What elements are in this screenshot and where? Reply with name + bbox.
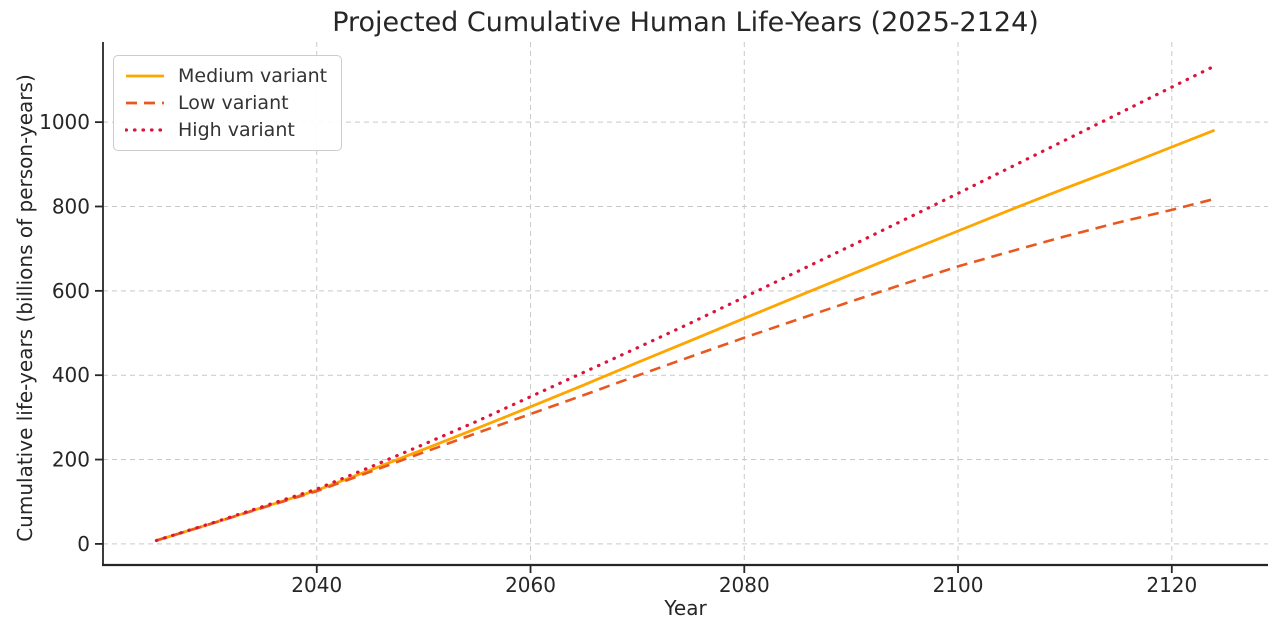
legend-entry-low-variant: Low variant [125, 92, 327, 114]
x-axis-label: Year [664, 596, 707, 620]
x-tick-label-2120: 2120 [1146, 573, 1197, 597]
legend-label: High variant [178, 119, 295, 141]
x-tick-label-2080: 2080 [719, 573, 770, 597]
legend-label: Low variant [178, 92, 289, 114]
x-tick-label-2100: 2100 [933, 573, 984, 597]
series-medium-variant [155, 128, 1216, 542]
y-tick-label-200: 200 [52, 448, 90, 472]
x-tick-label-2040: 2040 [291, 573, 342, 597]
chart-title: Projected Cumulative Human Life-Years (2… [332, 7, 1039, 38]
legend-label: Medium variant [178, 65, 328, 87]
legend-line-sample-icon [125, 128, 165, 132]
legend-line-sample-icon [126, 101, 164, 105]
y-tick-label-0: 0 [77, 532, 90, 556]
y-tick-label-1000: 1000 [39, 110, 90, 134]
legend-entry-high-variant: High variant [125, 119, 327, 141]
y-tick-label-800: 800 [52, 194, 90, 218]
series-high-variant [154, 64, 1217, 543]
legend-line-sample-icon [126, 74, 164, 78]
x-tick-label-2060: 2060 [505, 573, 556, 597]
y-tick-label-600: 600 [52, 279, 90, 303]
y-axis-label: Cumulative life-years (billions of perso… [13, 74, 37, 542]
y-tick-label-400: 400 [52, 363, 90, 387]
series-low-variant [156, 197, 1215, 542]
legend-entry-medium-variant: Medium variant [125, 65, 327, 87]
legend: Medium variant Low variant High variant [113, 55, 343, 151]
